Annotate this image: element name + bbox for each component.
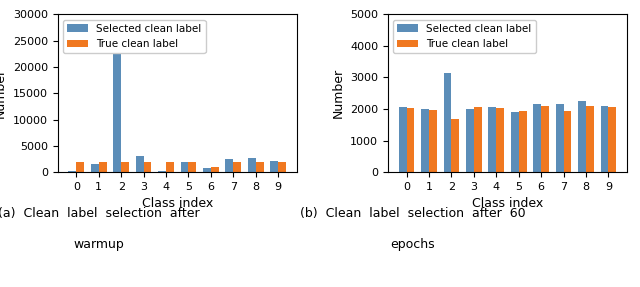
Bar (248, 158, 256, 172)
Text: warmup: warmup (74, 238, 125, 251)
Bar (444, 73, 451, 172)
Bar (166, 162, 174, 172)
Text: (a)  Clean  label  selection  after: (a) Clean label selection after (0, 207, 200, 220)
Bar (586, 106, 594, 172)
Bar (180, 162, 188, 172)
Text: (b)  Clean  label  selection  after  60: (b) Clean label selection after 60 (300, 207, 525, 220)
Bar (406, 108, 415, 172)
Bar (488, 107, 497, 172)
X-axis label: Class index: Class index (141, 197, 213, 210)
Bar (278, 162, 286, 172)
Bar (143, 162, 152, 172)
Bar (158, 171, 166, 172)
Bar (421, 109, 429, 172)
Bar (600, 106, 609, 172)
Bar (99, 162, 107, 172)
Bar (533, 104, 541, 172)
Bar (121, 162, 129, 172)
Bar (203, 168, 211, 172)
Bar (91, 164, 99, 172)
Bar (234, 162, 241, 172)
Bar (609, 107, 616, 172)
Bar (399, 107, 406, 172)
Bar (511, 112, 519, 172)
Bar (225, 159, 234, 172)
Bar (564, 110, 572, 172)
Bar (451, 119, 460, 172)
Y-axis label: Number: Number (332, 68, 344, 118)
Y-axis label: Number: Number (0, 68, 7, 118)
Bar (497, 108, 504, 172)
Bar (474, 107, 482, 172)
Bar (68, 171, 76, 172)
Bar (188, 162, 196, 172)
Bar (541, 106, 549, 172)
Bar (466, 109, 474, 172)
Bar (136, 156, 143, 172)
Text: epochs: epochs (390, 238, 435, 251)
Bar (113, 28, 121, 172)
Legend: Selected clean label, True clean label: Selected clean label, True clean label (63, 20, 205, 53)
Bar (556, 104, 564, 172)
Bar (429, 110, 437, 172)
Bar (270, 161, 278, 172)
Bar (256, 162, 264, 172)
Bar (578, 101, 586, 172)
Bar (519, 110, 527, 172)
Bar (76, 162, 84, 172)
Bar (211, 167, 219, 172)
X-axis label: Class index: Class index (472, 197, 543, 210)
Legend: Selected clean label, True clean label: Selected clean label, True clean label (393, 20, 536, 53)
